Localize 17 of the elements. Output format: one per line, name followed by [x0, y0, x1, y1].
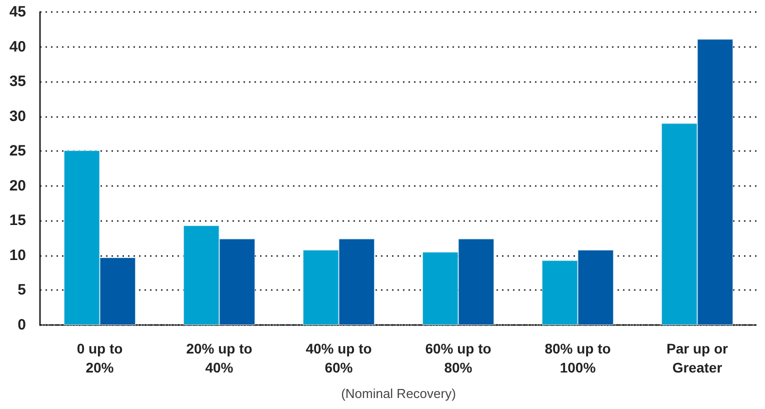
x-axis-title: (Nominal Recovery) — [341, 386, 456, 401]
y-tick-label: 20 — [9, 177, 26, 194]
y-tick-label: 25 — [9, 142, 26, 160]
y-tick-label: 40 — [9, 38, 26, 56]
x-tick-label: 60% up to 80% — [425, 340, 492, 376]
y-tick-label: 15 — [9, 212, 26, 230]
y-tick-label: 0 — [18, 316, 26, 334]
y-tick-label: 30 — [9, 108, 26, 125]
x-tick-label: 0 up to 20% — [76, 340, 123, 376]
y-tick-label: 35 — [9, 73, 26, 90]
x-tick-label: 40% up to 60% — [306, 340, 372, 376]
x-tick-label: 20% up to 40% — [186, 340, 252, 376]
x-tick-label: 80% up to 100% — [544, 340, 611, 376]
x-tick-label: Par up or Greater — [666, 340, 729, 376]
y-tick-label: 5 — [18, 282, 26, 299]
y-tick-label: 45 — [9, 4, 26, 20]
y-tick-label: 10 — [9, 246, 26, 264]
